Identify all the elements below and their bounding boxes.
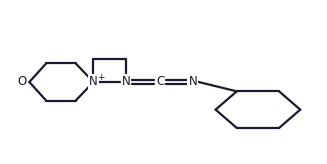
- Text: O: O: [18, 75, 27, 89]
- Text: N: N: [89, 75, 98, 88]
- Text: N: N: [188, 75, 197, 89]
- Text: +: +: [97, 73, 105, 82]
- Text: N: N: [122, 75, 130, 89]
- Text: C: C: [156, 75, 164, 89]
